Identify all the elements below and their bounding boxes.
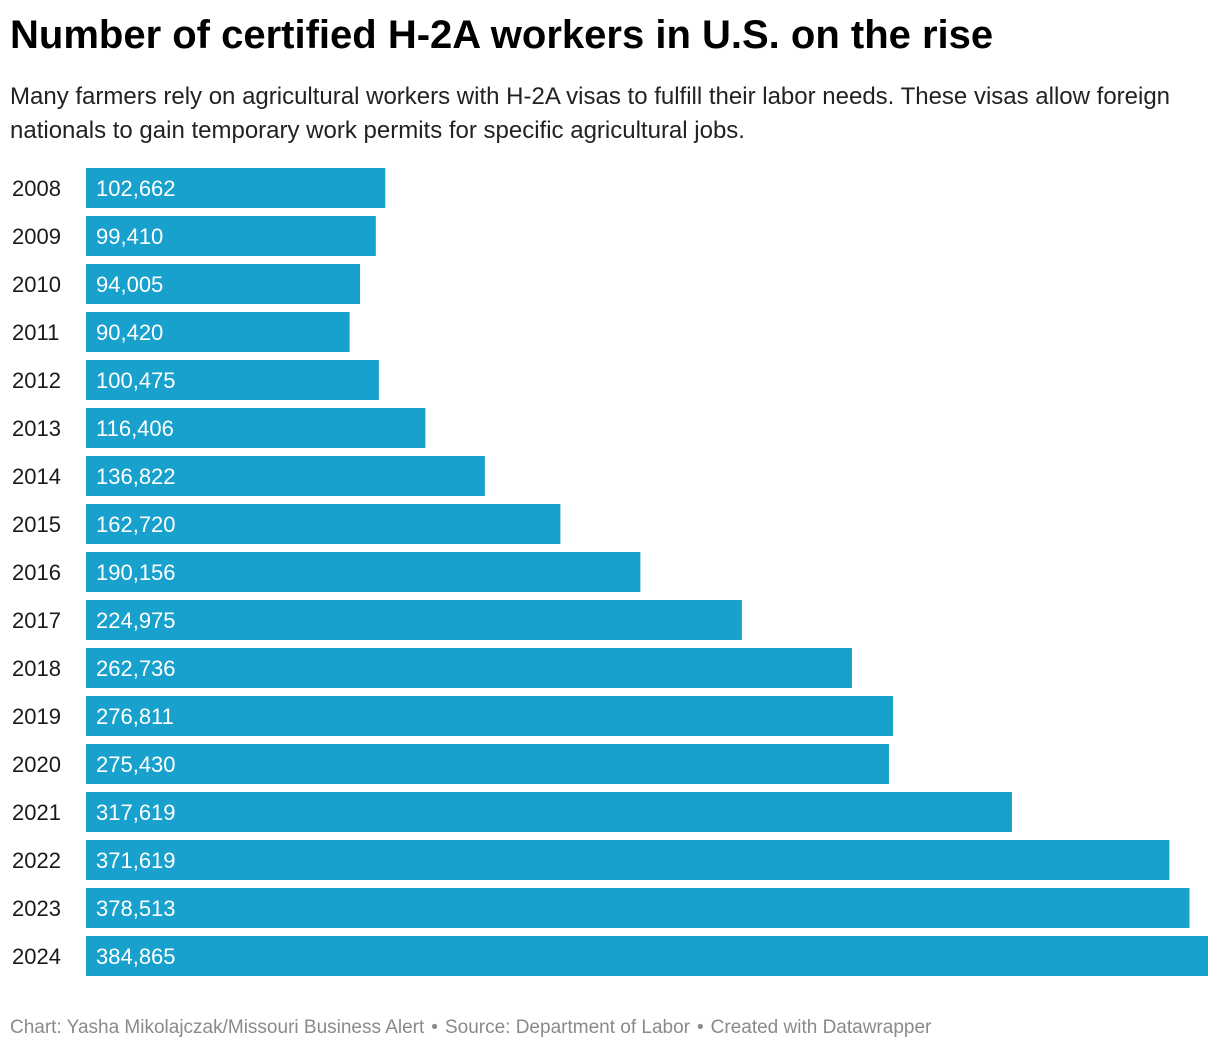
- value-label: 94,005: [96, 272, 163, 297]
- category-label: 2015: [12, 512, 61, 537]
- category-label: 2020: [12, 752, 61, 777]
- bar-row: 2008 102,662: [12, 168, 386, 208]
- category-label: 2024: [12, 944, 61, 969]
- value-label: 276,811: [96, 704, 174, 729]
- category-label: 2018: [12, 656, 61, 681]
- bar-row: 2014 136,822: [12, 456, 485, 496]
- bar: [86, 216, 376, 256]
- category-label: 2014: [12, 464, 61, 489]
- bar: [86, 600, 742, 640]
- value-label: 262,736: [96, 656, 176, 681]
- bar: [86, 552, 641, 592]
- chart-credit: Chart: Yasha Mikolajczak/Missouri Busine…: [10, 1017, 425, 1038]
- bar-row: 2015 162,720: [12, 504, 561, 544]
- bar-row: 2022 371,619: [12, 840, 1170, 880]
- bar-row: 2020 275,430: [12, 744, 889, 784]
- bar: [86, 408, 426, 448]
- footer-separator-1: •: [431, 1017, 438, 1038]
- value-label: 99,410: [96, 224, 163, 249]
- value-label: 224,975: [96, 608, 176, 633]
- value-label: 317,619: [96, 800, 176, 825]
- value-label: 275,430: [96, 752, 176, 777]
- category-label: 2008: [12, 176, 61, 201]
- bar: [86, 264, 361, 304]
- chart-subtitle: Many farmers rely on agricultural worker…: [10, 83, 1171, 144]
- category-label: 2009: [12, 224, 61, 249]
- bar: [86, 312, 350, 352]
- bar-row: 2019 276,811: [12, 696, 893, 736]
- bar: [86, 504, 561, 544]
- chart-title: Number of certified H-2A workers in U.S.…: [10, 13, 994, 57]
- category-label: 2016: [12, 560, 61, 585]
- bar-row: 2024 384,865: [12, 936, 1208, 976]
- bar: [86, 360, 379, 400]
- category-label: 2013: [12, 416, 61, 441]
- bar: [86, 456, 485, 496]
- value-label: 102,662: [96, 176, 176, 201]
- bar-row: 2018 262,736: [12, 648, 852, 688]
- bar-row: 2016 190,156: [12, 552, 641, 592]
- bar-row: 2012 100,475: [12, 360, 379, 400]
- value-label: 190,156: [96, 560, 176, 585]
- bar: [86, 696, 893, 736]
- category-label: 2023: [12, 896, 61, 921]
- value-label: 90,420: [96, 320, 163, 345]
- category-label: 2019: [12, 704, 61, 729]
- bar-row: 2013 116,406: [12, 408, 426, 448]
- value-label: 136,822: [96, 464, 176, 489]
- bar-row: 2017 224,975: [12, 600, 742, 640]
- bar-row: 2011 90,420: [12, 312, 350, 352]
- category-label: 2012: [12, 368, 61, 393]
- bar: [86, 648, 852, 688]
- bar-row: 2021 317,619: [12, 792, 1012, 832]
- bar-row: 2010 94,005: [12, 264, 361, 304]
- bar-chart: 2008 102,662 2009 99,410 2010 94,005 2011 90,42…: [12, 168, 1208, 976]
- value-label: 384,865: [96, 944, 176, 969]
- category-label: 2022: [12, 848, 61, 873]
- value-label: 371,619: [96, 848, 176, 873]
- bar: [86, 168, 386, 208]
- value-label: 162,720: [96, 512, 176, 537]
- bar: [86, 888, 1190, 928]
- category-label: 2010: [12, 272, 61, 297]
- value-label: 378,513: [96, 896, 176, 921]
- category-label: 2021: [12, 800, 61, 825]
- bar-row: 2009 99,410: [12, 216, 376, 256]
- footer-separator-2: •: [696, 1017, 704, 1038]
- source-credit: Source: Department of Labor: [444, 1017, 690, 1038]
- bar: [86, 840, 1170, 880]
- bar: [86, 792, 1012, 832]
- category-label: 2017: [12, 608, 61, 633]
- bar-row: 2023 378,513: [12, 888, 1190, 928]
- datawrapper-credit: Created with Datawrapper: [710, 1017, 932, 1038]
- value-label: 116,406: [96, 416, 174, 441]
- category-label: 2011: [12, 320, 59, 345]
- bar: [86, 744, 889, 784]
- chart-footer: Chart: Yasha Mikolajczak/Missouri Busine…: [10, 1015, 931, 1041]
- value-label: 100,475: [96, 368, 176, 393]
- bar: [86, 936, 1208, 976]
